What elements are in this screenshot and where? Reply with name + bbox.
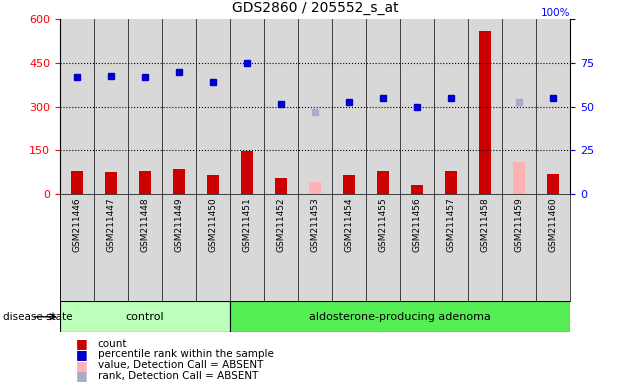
- Text: rank, Detection Call = ABSENT: rank, Detection Call = ABSENT: [98, 371, 258, 381]
- Bar: [173, 169, 185, 194]
- Bar: [275, 178, 287, 194]
- Bar: [60, 301, 230, 332]
- Text: GSM211446: GSM211446: [72, 197, 81, 252]
- Bar: [105, 172, 117, 194]
- Title: GDS2860 / 205552_s_at: GDS2860 / 205552_s_at: [232, 2, 398, 15]
- Text: disease state: disease state: [3, 312, 72, 322]
- Text: value, Detection Call = ABSENT: value, Detection Call = ABSENT: [98, 360, 263, 370]
- Text: GSM211449: GSM211449: [175, 197, 183, 252]
- Text: GSM211458: GSM211458: [481, 197, 490, 252]
- Text: GSM211452: GSM211452: [277, 197, 285, 252]
- Bar: [377, 171, 389, 194]
- Text: aldosterone-producing adenoma: aldosterone-producing adenoma: [309, 312, 491, 322]
- Text: GSM211460: GSM211460: [549, 197, 558, 252]
- Text: ■: ■: [76, 369, 88, 382]
- Bar: [230, 301, 570, 332]
- Text: GSM211450: GSM211450: [209, 197, 217, 252]
- Text: percentile rank within the sample: percentile rank within the sample: [98, 349, 273, 359]
- Text: GSM211457: GSM211457: [447, 197, 455, 252]
- Text: ■: ■: [76, 337, 88, 350]
- Text: GSM211451: GSM211451: [243, 197, 251, 252]
- Bar: [207, 175, 219, 194]
- Text: GSM211455: GSM211455: [379, 197, 387, 252]
- Text: ■: ■: [76, 348, 88, 361]
- Bar: [139, 171, 151, 194]
- Bar: [513, 162, 525, 194]
- Text: GSM211459: GSM211459: [515, 197, 524, 252]
- Text: count: count: [98, 339, 127, 349]
- Bar: [241, 151, 253, 194]
- Text: GSM211453: GSM211453: [311, 197, 319, 252]
- Text: 100%: 100%: [541, 8, 570, 18]
- Bar: [309, 182, 321, 194]
- Bar: [411, 185, 423, 194]
- Text: ■: ■: [76, 359, 88, 372]
- Text: GSM211456: GSM211456: [413, 197, 421, 252]
- Bar: [343, 175, 355, 194]
- Text: GSM211454: GSM211454: [345, 197, 353, 252]
- Text: GSM211448: GSM211448: [140, 197, 149, 252]
- Bar: [445, 170, 457, 194]
- Text: control: control: [125, 312, 164, 322]
- Bar: [479, 31, 491, 194]
- Bar: [547, 174, 559, 194]
- Bar: [71, 170, 83, 194]
- Text: GSM211447: GSM211447: [106, 197, 115, 252]
